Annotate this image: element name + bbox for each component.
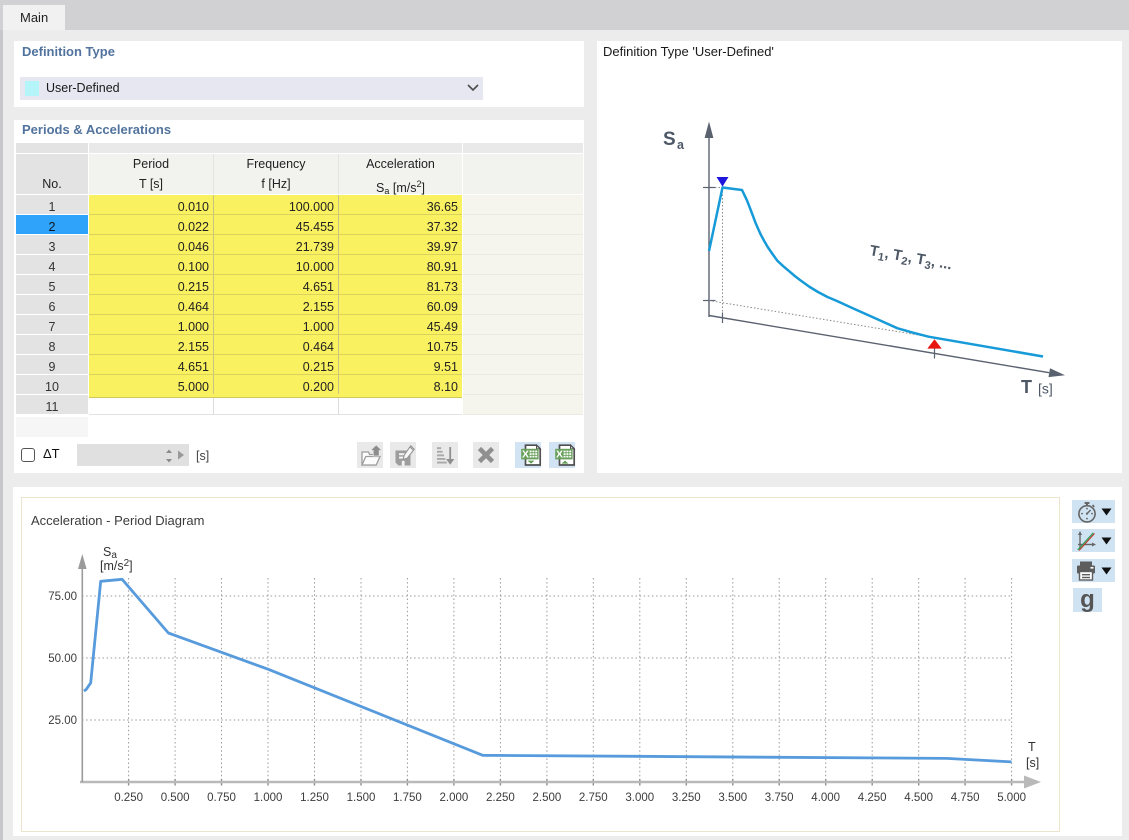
svg-text:1.250: 1.250 [300, 792, 329, 804]
svg-text:T1, T2, T3, ...: T1, T2, T3, ... [868, 242, 954, 276]
svg-text:0.250: 0.250 [114, 792, 143, 804]
svg-text:T: T [1028, 740, 1036, 754]
svg-text:50.00: 50.00 [48, 653, 77, 665]
svg-text:[s]: [s] [1038, 381, 1053, 397]
svg-text:X: X [556, 449, 563, 461]
svg-text:[s]: [s] [1026, 756, 1039, 770]
svg-text:4.000: 4.000 [811, 792, 840, 804]
svg-text:3.000: 3.000 [625, 792, 654, 804]
svg-text:5.000: 5.000 [997, 792, 1026, 804]
svg-text:2.750: 2.750 [579, 792, 608, 804]
svg-text:4.500: 4.500 [904, 792, 933, 804]
svg-text:25.00: 25.00 [48, 715, 77, 727]
svg-text:75.00: 75.00 [48, 591, 77, 603]
svg-text:2.250: 2.250 [486, 792, 515, 804]
svg-text:2.000: 2.000 [440, 792, 469, 804]
svg-text:1.000: 1.000 [254, 792, 283, 804]
svg-text:3.250: 3.250 [672, 792, 701, 804]
svg-text:1.500: 1.500 [347, 792, 376, 804]
svg-text:X: X [522, 449, 529, 461]
svg-text:1.750: 1.750 [393, 792, 422, 804]
svg-text:S: S [663, 129, 676, 150]
svg-text:4.250: 4.250 [858, 792, 887, 804]
svg-text:0.500: 0.500 [161, 792, 190, 804]
svg-text:[m/s2]: [m/s2] [100, 558, 133, 573]
svg-text:3.500: 3.500 [718, 792, 747, 804]
svg-text:a: a [677, 138, 685, 152]
svg-text:T: T [1021, 377, 1032, 397]
svg-text:4.750: 4.750 [951, 792, 980, 804]
svg-text:3.750: 3.750 [765, 792, 794, 804]
svg-text:2.500: 2.500 [533, 792, 562, 804]
svg-text:0.750: 0.750 [207, 792, 236, 804]
